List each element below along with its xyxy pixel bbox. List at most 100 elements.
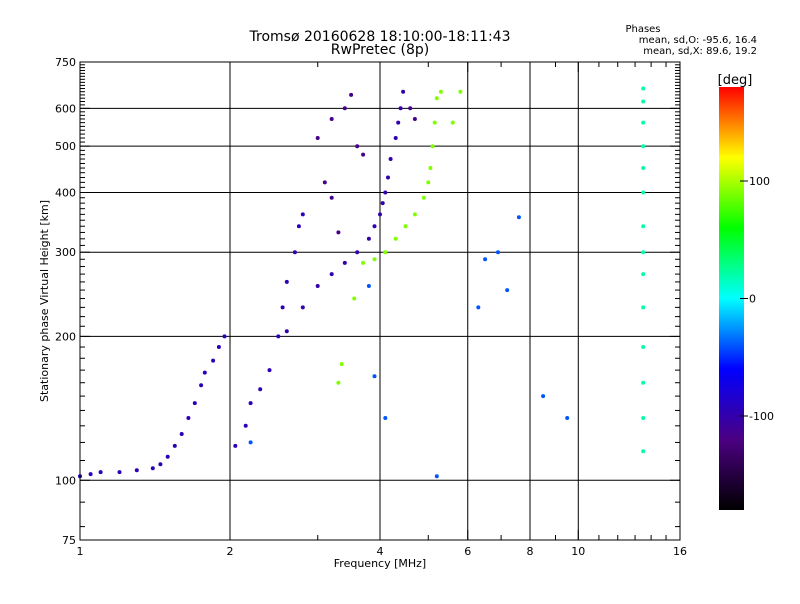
data-point xyxy=(438,89,443,94)
data-point xyxy=(434,474,439,479)
y-tick-labels: 75 100 200 300 400 500 600 750 xyxy=(55,56,76,547)
phase-stats-x: mean, sd,X: 89.6, 19.2 xyxy=(643,46,757,57)
x-tick-label: 4 xyxy=(377,545,384,558)
data-point xyxy=(186,416,191,420)
data-point xyxy=(211,358,216,363)
data-point xyxy=(329,272,334,277)
data-point xyxy=(258,387,263,392)
data-point xyxy=(641,449,646,454)
phase-stats-o: mean, sd,O: -95.6, 16.4 xyxy=(639,35,757,46)
data-point xyxy=(458,89,463,94)
data-point xyxy=(117,470,122,475)
data-point xyxy=(355,250,360,255)
x-tick-label: 2 xyxy=(227,545,234,558)
data-point xyxy=(450,120,455,125)
data-point xyxy=(516,215,521,220)
axis-ticks xyxy=(79,61,681,541)
y-axis-label: Stationary phase Virtual Height [km] xyxy=(38,200,51,402)
data-point xyxy=(372,224,377,229)
data-point xyxy=(342,106,347,111)
data-point xyxy=(378,212,382,217)
data-point xyxy=(284,279,289,284)
data-point xyxy=(315,136,320,140)
data-point xyxy=(641,305,646,310)
x-tick-labels: 1 2 4 6 8 10 16 xyxy=(77,545,688,558)
data-point xyxy=(403,224,408,229)
data-point xyxy=(172,443,177,448)
data-point xyxy=(352,296,357,301)
y-tick-label: 200 xyxy=(55,330,76,343)
data-point xyxy=(505,288,510,293)
data-point xyxy=(430,144,435,149)
data-point xyxy=(296,224,301,229)
y-tick-label: 100 xyxy=(55,474,76,487)
data-point xyxy=(192,401,197,406)
colorbar-tick-label: -100 xyxy=(749,410,774,423)
data-point xyxy=(216,345,221,349)
data-point xyxy=(541,394,546,399)
data-points xyxy=(78,86,646,479)
y-tick-label: 750 xyxy=(55,56,76,69)
data-point xyxy=(284,329,289,334)
data-point xyxy=(336,230,341,235)
x-tick-label: 1 xyxy=(77,545,84,558)
data-point xyxy=(88,472,93,477)
data-point xyxy=(421,195,426,200)
data-point xyxy=(202,370,207,375)
x-axis-label: Frequency [MHz] xyxy=(334,557,426,570)
data-point xyxy=(641,166,646,170)
data-point xyxy=(386,175,390,180)
data-point xyxy=(641,250,646,255)
data-point xyxy=(426,180,431,185)
x-tick-label: 6 xyxy=(464,545,471,558)
data-point xyxy=(349,92,354,97)
x-tick-label: 8 xyxy=(527,545,534,558)
data-point xyxy=(383,416,388,420)
y-tick-label: 300 xyxy=(55,246,76,259)
data-point xyxy=(276,334,281,339)
data-point xyxy=(243,423,248,428)
data-point xyxy=(372,257,377,262)
data-point xyxy=(641,380,646,385)
data-point xyxy=(383,190,388,195)
data-point xyxy=(248,401,253,406)
data-point xyxy=(300,212,305,217)
data-point xyxy=(428,166,433,170)
data-point xyxy=(329,117,334,121)
data-point xyxy=(165,454,170,459)
y-tick-label: 400 xyxy=(55,186,76,199)
data-point xyxy=(339,362,344,367)
data-point xyxy=(280,305,285,310)
data-point xyxy=(380,201,385,206)
data-point xyxy=(641,144,646,149)
chart-title: Tromsø 20160628 18:10:00-18:11:43 xyxy=(249,29,511,45)
data-point xyxy=(641,99,646,104)
data-point xyxy=(401,89,406,94)
data-point xyxy=(233,443,238,448)
data-point xyxy=(322,180,327,185)
y-tick-label: 500 xyxy=(55,140,76,153)
data-point xyxy=(641,272,646,277)
data-point xyxy=(199,383,204,388)
data-point xyxy=(412,117,417,121)
data-point xyxy=(408,106,413,111)
data-point xyxy=(315,284,320,288)
colorbar-unit: [deg] xyxy=(718,73,753,88)
data-point xyxy=(496,250,500,255)
data-point xyxy=(248,440,253,445)
data-point xyxy=(179,432,184,436)
data-point xyxy=(641,190,646,195)
data-point xyxy=(641,120,646,125)
data-point xyxy=(388,157,393,161)
data-point xyxy=(336,380,341,385)
data-point xyxy=(300,305,305,310)
data-point xyxy=(366,284,371,288)
colorbar xyxy=(719,87,744,510)
data-point xyxy=(134,468,139,473)
data-point xyxy=(641,416,646,420)
data-point xyxy=(396,120,401,125)
data-point xyxy=(432,120,437,125)
data-point xyxy=(98,470,103,475)
colorbar-tick-label: 0 xyxy=(749,293,756,306)
data-point xyxy=(383,250,388,255)
